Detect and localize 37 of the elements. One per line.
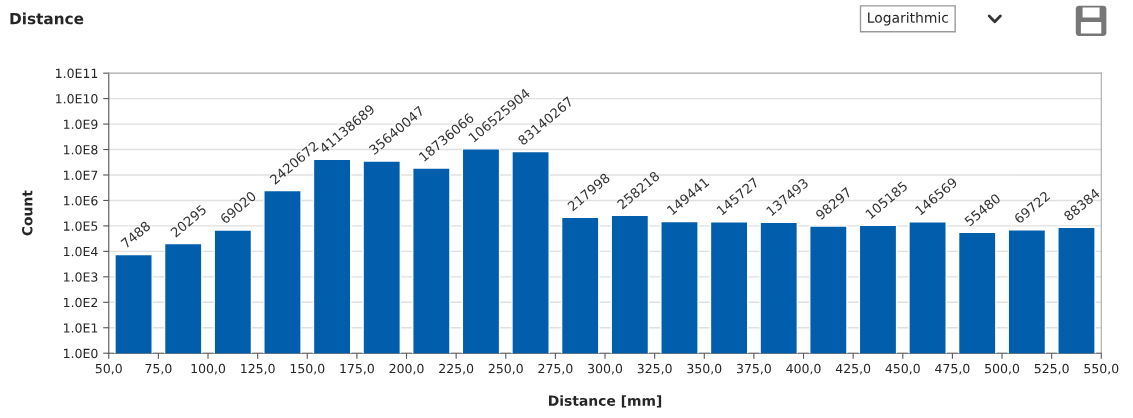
x-axis-title: Distance [mm] bbox=[549, 395, 662, 408]
x-tick-label: 275,0 bbox=[538, 363, 573, 375]
x-tick-label: 200,0 bbox=[389, 363, 424, 375]
x-tick-label: 150,0 bbox=[290, 363, 325, 375]
x-tick-label: 375,0 bbox=[736, 363, 771, 375]
x-tick-label: 400,0 bbox=[786, 363, 821, 375]
x-tick-label: 300,0 bbox=[588, 363, 623, 375]
x-tick-label: 50,0 bbox=[95, 363, 122, 375]
x-tick-label: 475,0 bbox=[935, 363, 970, 375]
x-tick-label: 525,0 bbox=[1034, 363, 1069, 375]
y-tick-label: 1.0E7 bbox=[63, 170, 98, 180]
y-tick-label: 1.0E3 bbox=[63, 272, 98, 282]
x-tick-label: 325,0 bbox=[637, 363, 672, 375]
y-axis-title: Count bbox=[22, 190, 33, 236]
x-tick-label: 550,0 bbox=[1084, 363, 1119, 375]
y-tick-label: 1.0E11 bbox=[56, 68, 98, 79]
x-tick-label: 100,0 bbox=[191, 363, 226, 375]
x-tick-label: 125,0 bbox=[241, 363, 275, 375]
x-tick-label: 350,0 bbox=[687, 363, 722, 375]
text: Logarithmic bbox=[868, 12, 949, 26]
y-tick-label: 1.0E0 bbox=[63, 348, 98, 359]
x-tick-label: 225,0 bbox=[439, 363, 474, 375]
y-tick-label: 1.0E5 bbox=[63, 221, 98, 231]
x-tick-label: 450,0 bbox=[885, 363, 920, 375]
x-tick-label: 175,0 bbox=[340, 363, 374, 375]
y-tick-label: 1.0E8 bbox=[63, 145, 98, 155]
x-tick-label: 75,0 bbox=[145, 363, 172, 375]
x-tick-label: 250,0 bbox=[488, 363, 523, 375]
x-tick-label: 425,0 bbox=[835, 363, 871, 375]
y-tick-label: 1.0E2 bbox=[63, 297, 98, 308]
y-tick-label: 1.0E6 bbox=[63, 195, 98, 206]
x-tick-label: 500,0 bbox=[985, 363, 1020, 375]
y-tick-label: 1.0E1 bbox=[63, 323, 98, 333]
y-tick-label: 1.0E10 bbox=[56, 94, 98, 104]
chart-title: Distance bbox=[10, 12, 84, 25]
y-tick-label: 1.0E4 bbox=[63, 246, 98, 257]
y-tick-label: 1.0E9 bbox=[63, 119, 98, 129]
